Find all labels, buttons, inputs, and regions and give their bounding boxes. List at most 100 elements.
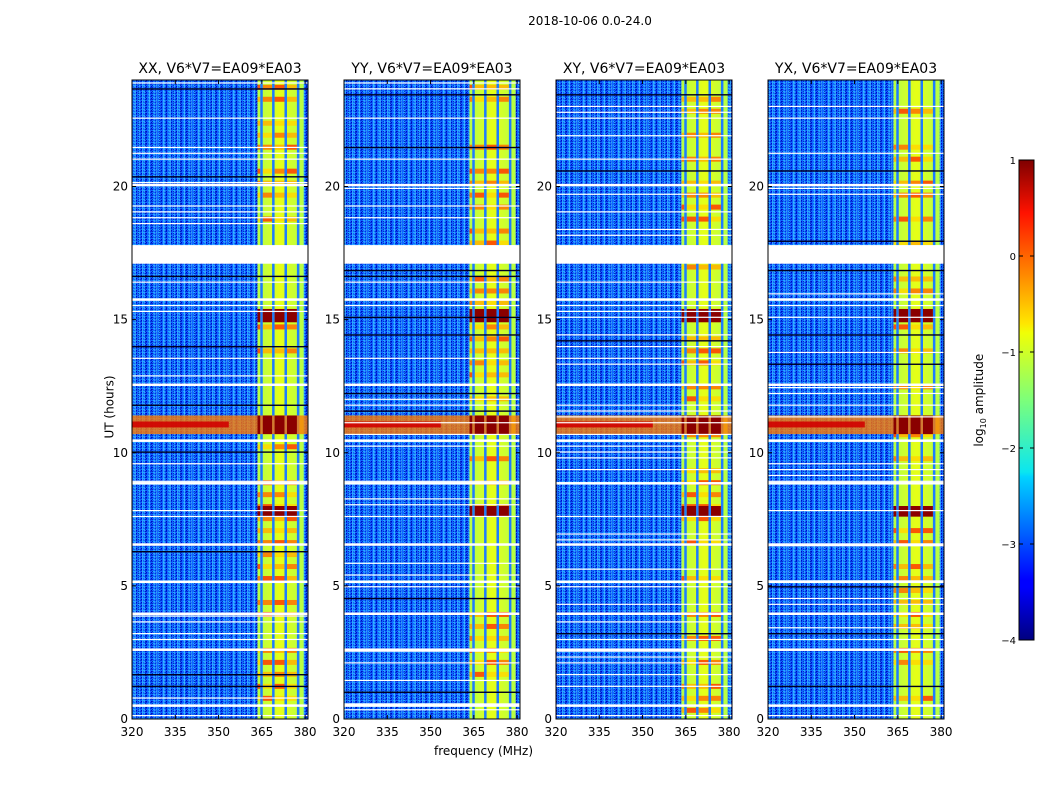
rfi-block: [686, 695, 697, 701]
rfi-block: [910, 156, 921, 162]
dark-line: [768, 633, 944, 635]
y-tick-label: 20: [325, 180, 340, 194]
rfi-block: [469, 240, 473, 246]
rfi-block: [486, 456, 497, 462]
rfi-block: [274, 348, 285, 354]
rfi-block: [469, 276, 473, 282]
panel-title: XX, V6*V7=EA09*EA03: [138, 61, 301, 77]
strong-rfi-block: [262, 415, 273, 435]
rfi-block: [498, 228, 509, 234]
rfi-block: [498, 84, 509, 90]
y-tick-label: 10: [325, 446, 340, 460]
rfi-block: [474, 360, 485, 366]
rfi-block: [474, 372, 485, 378]
rfi-block: [286, 516, 297, 522]
rfi-block: [910, 540, 921, 546]
flag-gap: [556, 383, 732, 387]
rfi-block: [486, 623, 497, 629]
rfi-block: [286, 659, 297, 665]
rfi-block: [922, 528, 933, 534]
rfi-block: [286, 492, 297, 498]
flag-line: [556, 451, 732, 453]
flag-line: [132, 621, 308, 623]
rfi-block: [486, 192, 497, 198]
flag-line: [556, 533, 732, 535]
flag-line: [556, 117, 732, 119]
rfi-block: [474, 240, 485, 246]
rfi-block: [257, 576, 261, 582]
flag-line: [344, 679, 520, 682]
rfi-block: [262, 132, 273, 138]
rfi-block: [257, 444, 261, 450]
flag-gap: [344, 580, 520, 584]
rfi-block: [498, 276, 509, 282]
flag-line: [768, 351, 944, 354]
flag-line: [344, 662, 520, 664]
flag-gap: [556, 612, 732, 615]
flag-line: [768, 603, 944, 605]
rfi-block: [910, 108, 921, 114]
rfi-block: [910, 456, 921, 462]
flag-line: [768, 193, 944, 195]
rfi-block: [710, 707, 721, 713]
rfi-block: [710, 216, 721, 222]
rfi-block: [498, 240, 509, 246]
y-tick-label: 15: [325, 313, 340, 327]
rfi-block: [922, 623, 933, 629]
dark-line: [344, 94, 520, 96]
rfi-block: [898, 695, 909, 701]
flag-line: [132, 480, 308, 482]
dark-line: [344, 275, 520, 278]
y-tick-label: 20: [749, 180, 764, 194]
rfi-block: [922, 276, 933, 282]
rfi-block: [474, 671, 485, 677]
rfi-block: [686, 635, 697, 641]
flag-gap: [556, 298, 732, 301]
y-tick-label: 0: [120, 712, 128, 726]
rfi-block: [474, 324, 485, 330]
dark-line: [768, 269, 944, 272]
rfi-block: [257, 120, 261, 126]
rfi-block: [274, 84, 285, 90]
rfi-block: [922, 384, 933, 390]
flag-line: [768, 597, 944, 600]
rfi-block: [469, 324, 473, 330]
x-tick-label: 380: [718, 725, 741, 739]
rfi-block: [274, 324, 285, 330]
rfi-block: [686, 384, 697, 390]
rfi-block: [898, 456, 909, 462]
rfi-block: [698, 204, 709, 210]
rfi-block: [898, 108, 909, 114]
rfi-block: [286, 444, 297, 450]
flag-line: [132, 181, 308, 184]
rfi-block: [898, 216, 909, 222]
dark-line: [132, 451, 308, 453]
rfi-block: [710, 192, 721, 198]
flag-gap: [768, 298, 944, 301]
strong-rfi-block: [257, 308, 261, 323]
rfi-block: [257, 192, 261, 198]
strong-rfi-block: [893, 415, 897, 435]
flag-line: [768, 316, 944, 318]
rfi-block: [257, 492, 261, 498]
rfi-block: [922, 144, 933, 150]
y-tick-label: 20: [113, 180, 128, 194]
flag-line: [768, 152, 944, 154]
flag-gap: [556, 482, 732, 485]
flag-line: [344, 504, 520, 506]
rfi-block: [910, 348, 921, 354]
flag-line: [556, 357, 732, 359]
flag-gap: [344, 183, 520, 187]
rfi-block: [922, 588, 933, 594]
x-tick-label: 380: [930, 725, 953, 739]
x-tick-label: 320: [333, 725, 356, 739]
flag-line: [768, 480, 944, 482]
flag-line: [556, 656, 732, 658]
rfi-block: [486, 288, 497, 294]
rfi-block: [498, 671, 509, 677]
strong-rfi-block: [681, 506, 685, 517]
rfi-block: [686, 216, 697, 222]
dark-line: [344, 269, 520, 272]
rfi-block: [681, 707, 685, 713]
rfi-block: [893, 276, 897, 282]
